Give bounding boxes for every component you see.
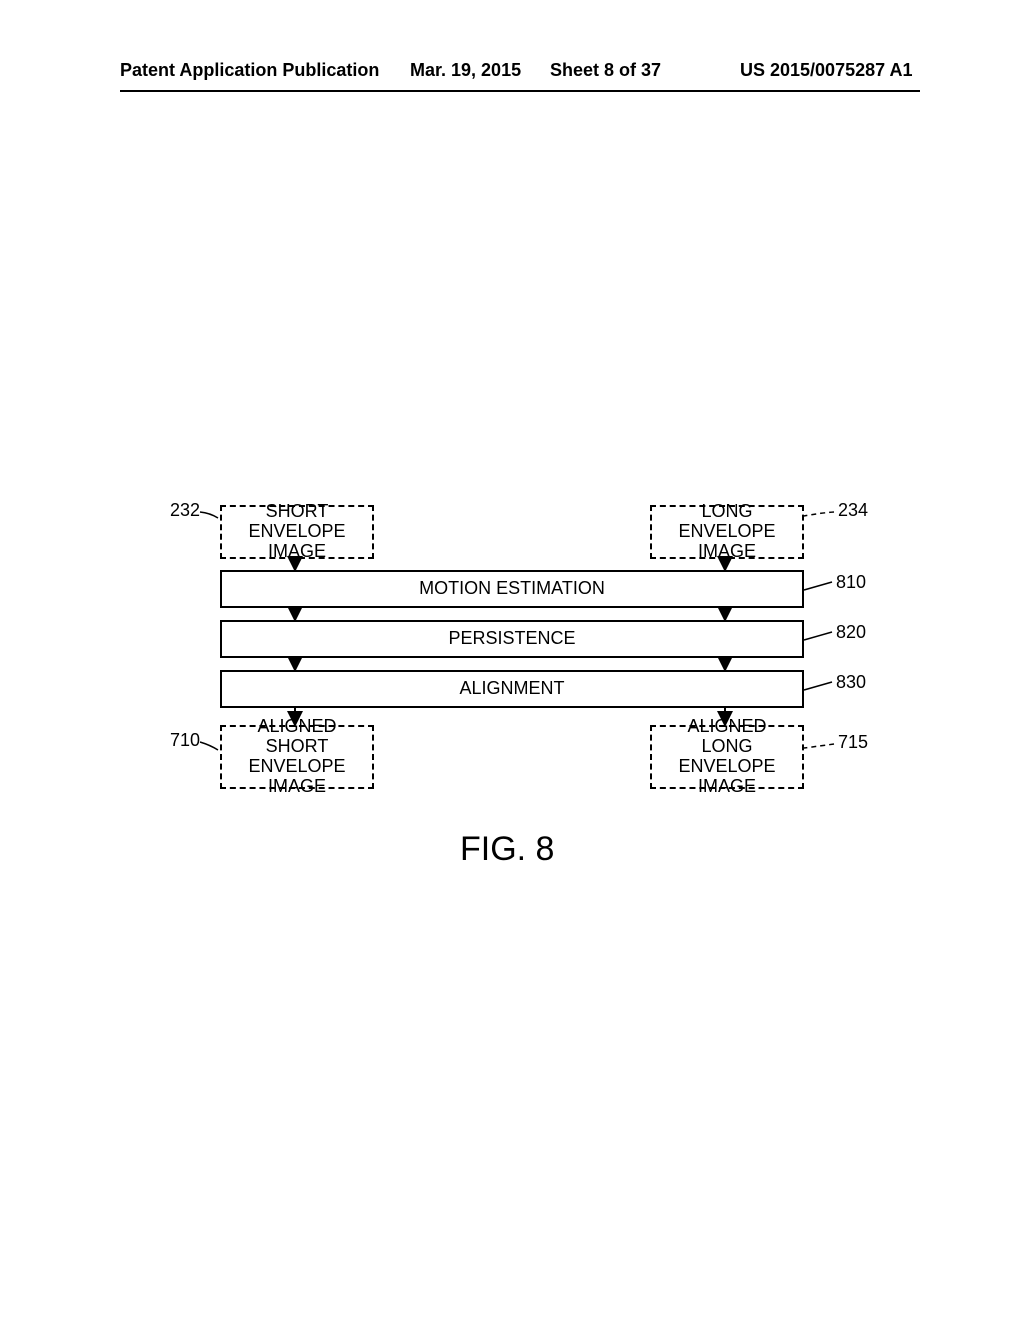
short-envelope-image-box: SHORT ENVELOPE IMAGE — [220, 505, 374, 559]
header-publication-label: Patent Application Publication — [120, 60, 379, 81]
header-sheet: Sheet 8 of 37 — [550, 60, 661, 81]
ref-830: 830 — [836, 672, 866, 693]
ref-232: 232 — [170, 500, 200, 521]
aligned-long-envelope-image-box: ALIGNED LONG ENVELOPE IMAGE — [650, 725, 804, 789]
page: Patent Application Publication Mar. 19, … — [0, 0, 1024, 1320]
persistence-box: PERSISTENCE — [220, 620, 804, 658]
alignment-box: ALIGNMENT — [220, 670, 804, 708]
arrows-overlay — [0, 0, 1024, 1320]
aligned-short-line3: IMAGE — [268, 777, 326, 797]
aligned-short-line2: SHORT ENVELOPE — [222, 737, 372, 777]
long-envelope-image-box: LONG ENVELOPE IMAGE — [650, 505, 804, 559]
header-rule — [120, 90, 920, 92]
long-envelope-image-line1: LONG ENVELOPE — [652, 502, 802, 542]
long-envelope-image-line2: IMAGE — [698, 542, 756, 562]
ref-820: 820 — [836, 622, 866, 643]
alignment-label: ALIGNMENT — [459, 679, 564, 699]
persistence-label: PERSISTENCE — [448, 629, 575, 649]
aligned-long-line2: LONG ENVELOPE — [652, 737, 802, 777]
motion-estimation-box: MOTION ESTIMATION — [220, 570, 804, 608]
aligned-short-line1: ALIGNED — [257, 717, 336, 737]
short-envelope-image-line2: IMAGE — [268, 542, 326, 562]
motion-estimation-label: MOTION ESTIMATION — [419, 579, 605, 599]
header-pubno: US 2015/0075287 A1 — [740, 60, 912, 81]
header-date: Mar. 19, 2015 — [410, 60, 521, 81]
aligned-long-line1: ALIGNED — [687, 717, 766, 737]
ref-715: 715 — [838, 732, 868, 753]
ref-710: 710 — [170, 730, 200, 751]
aligned-short-envelope-image-box: ALIGNED SHORT ENVELOPE IMAGE — [220, 725, 374, 789]
aligned-long-line3: IMAGE — [698, 777, 756, 797]
ref-234: 234 — [838, 500, 868, 521]
figure-caption: FIG. 8 — [460, 830, 554, 869]
short-envelope-image-line1: SHORT ENVELOPE — [222, 502, 372, 542]
ref-810: 810 — [836, 572, 866, 593]
